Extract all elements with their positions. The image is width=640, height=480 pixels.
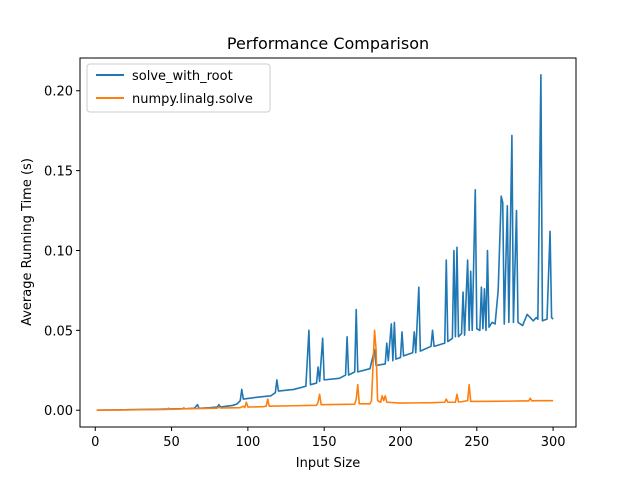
x-tick-label: 250 [464, 435, 489, 450]
legend-label-numpy-linalg-solve: numpy.linalg.solve [132, 92, 253, 107]
series-line-1 [96, 329, 554, 412]
chart-title: Performance Comparison [227, 34, 429, 53]
x-tick-label: 100 [235, 435, 260, 450]
series-layer [96, 73, 554, 412]
y-tick-label: 0.05 [44, 324, 73, 339]
axes-frame [79, 57, 577, 428]
x-tick-label: 300 [541, 435, 566, 450]
y-axis-label: Average Running Time (s) [20, 158, 35, 326]
y-tick-label: 0.00 [44, 404, 73, 419]
y-tick-label: 0.20 [44, 85, 73, 100]
legend-label-solve-with-root: solve_with_root [132, 69, 233, 84]
y-axis-ticks: 0.00 0.05 0.10 0.15 0.20 [44, 85, 80, 419]
x-tick-label: 200 [388, 435, 413, 450]
legend-box [86, 63, 271, 113]
series-line-0 [96, 73, 554, 412]
x-axis-ticks: 0 50 100 150 200 250 300 [91, 427, 566, 450]
x-tick-label: 50 [163, 435, 180, 450]
plot-area [79, 57, 577, 428]
x-axis-label: Input Size [296, 456, 360, 471]
x-tick-label: 150 [312, 435, 337, 450]
x-tick-label: 0 [91, 435, 99, 450]
y-tick-label: 0.10 [44, 244, 73, 259]
legend: solve_with_root numpy.linalg.solve [86, 63, 271, 113]
y-tick-label: 0.15 [44, 165, 73, 180]
